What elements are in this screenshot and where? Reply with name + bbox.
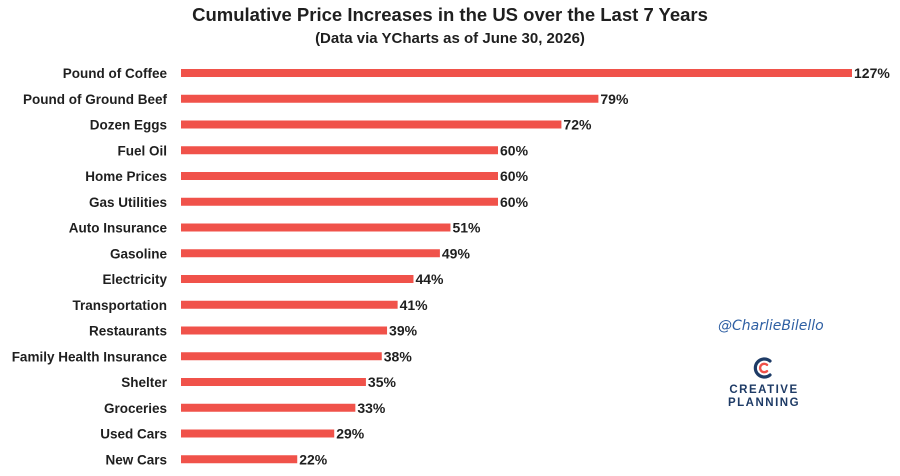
bar (181, 146, 499, 155)
creative-planning-logo: CREATIVE PLANNING (728, 357, 800, 409)
value-label: 35% (368, 374, 397, 390)
category-label: Gas Utilities (89, 195, 167, 210)
value-label: 60% (500, 194, 529, 210)
bar (181, 172, 499, 180)
value-label: 39% (389, 323, 418, 339)
chart-title: Cumulative Price Increases in the US ove… (192, 4, 708, 25)
watermark-handle: @CharlieBilello (718, 318, 824, 334)
bar (181, 403, 356, 412)
value-label: 60% (500, 142, 529, 158)
bar (181, 94, 599, 103)
bar (181, 352, 382, 361)
chart-subtitle: (Data via YCharts as of June 30, 2026) (315, 30, 585, 47)
category-label: Used Cars (100, 427, 167, 442)
brand-line-2: PLANNING (728, 397, 800, 409)
bar (181, 300, 398, 309)
bar (181, 223, 451, 232)
value-label: 29% (336, 426, 365, 442)
value-label: 41% (400, 297, 429, 313)
category-label: Groceries (104, 401, 167, 416)
value-label: 51% (452, 220, 481, 236)
bar (181, 249, 440, 258)
logo-mark-icon (753, 357, 772, 379)
category-label: Pound of Coffee (63, 66, 168, 81)
category-label: Transportation (72, 298, 167, 313)
value-label: 38% (384, 348, 413, 364)
value-label: 60% (500, 168, 529, 184)
value-label: 79% (600, 91, 629, 107)
value-label: 44% (415, 271, 444, 287)
value-label: 22% (299, 451, 328, 467)
category-label: New Cars (105, 452, 167, 467)
bar (181, 197, 499, 206)
bar (181, 429, 335, 438)
category-label: Restaurants (89, 324, 167, 339)
bar (181, 326, 388, 335)
category-label: Shelter (121, 375, 168, 390)
category-label: Electricity (102, 272, 167, 287)
category-label: Home Prices (85, 169, 167, 184)
category-label: Dozen Eggs (90, 118, 167, 133)
bar (181, 378, 366, 386)
category-label: Auto Insurance (69, 221, 168, 236)
category-label: Pound of Ground Beef (23, 92, 167, 107)
category-label: Family Health Insurance (12, 349, 168, 364)
bar (181, 275, 414, 283)
bar (181, 69, 852, 77)
category-label: Gasoline (110, 246, 168, 261)
bars-group: Pound of Coffee 127% Pound of Ground Beef 7… (12, 65, 891, 467)
brand-line-1: CREATIVE (729, 384, 798, 396)
value-label: 33% (357, 400, 386, 416)
value-label: 49% (442, 245, 471, 261)
category-label: Fuel Oil (117, 143, 167, 158)
value-label: 72% (563, 117, 592, 133)
bar (181, 120, 562, 129)
bar (181, 455, 298, 464)
value-label: 127% (854, 65, 890, 81)
